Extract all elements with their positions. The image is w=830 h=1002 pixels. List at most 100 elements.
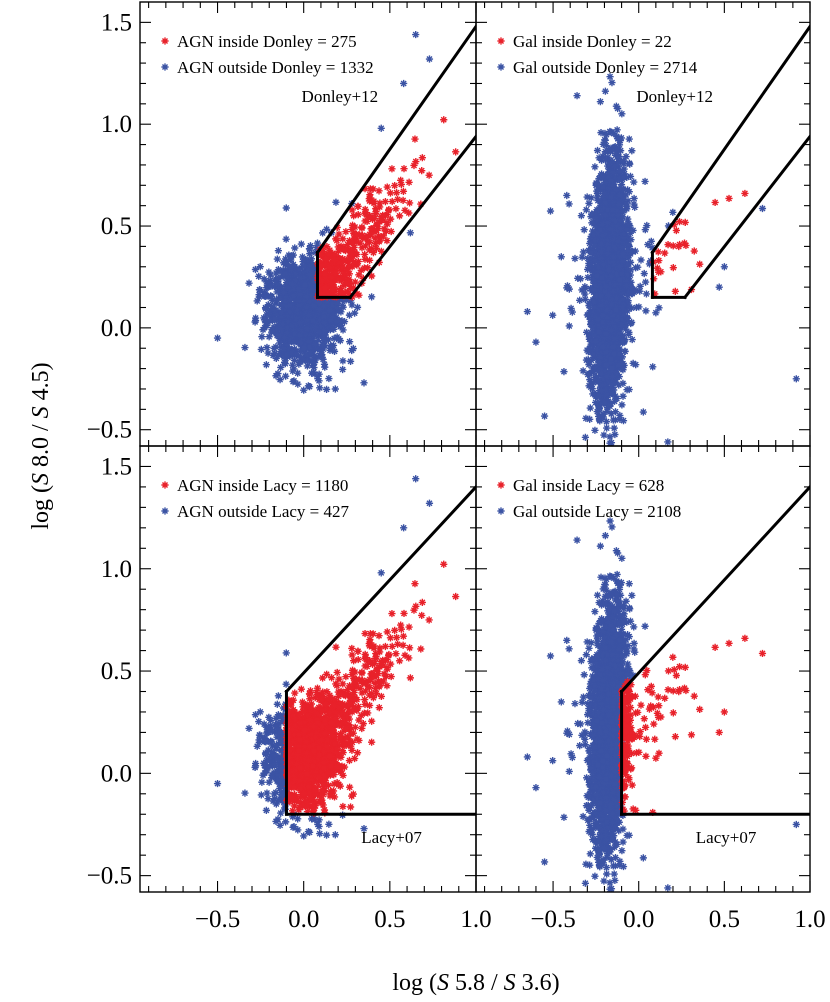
- data-point-outside: [264, 746, 272, 754]
- data-point-outside: [286, 296, 294, 304]
- data-point-outside: [608, 334, 616, 342]
- data-point-inside: [327, 273, 335, 282]
- data-point-outside: [267, 282, 275, 290]
- data-point-outside: [593, 193, 601, 201]
- data-point-outside: [412, 475, 420, 483]
- data-point-outside: [601, 178, 609, 187]
- data-point-outside: [617, 225, 625, 233]
- data-point-inside: [671, 287, 679, 295]
- data-point-outside: [330, 325, 338, 333]
- data-point-outside: [339, 357, 347, 365]
- data-point-outside: [263, 789, 271, 797]
- data-point-outside: [624, 297, 632, 305]
- data-point-inside: [452, 148, 460, 156]
- data-point-outside: [310, 313, 318, 321]
- data-point-outside: [295, 352, 303, 360]
- data-point-inside: [322, 255, 330, 263]
- data-point-outside: [715, 283, 723, 291]
- data-point-outside: [623, 271, 631, 279]
- data-point-inside: [344, 287, 352, 296]
- data-point-inside: [328, 249, 336, 258]
- data-point-inside: [362, 211, 370, 219]
- legend-label: AGN inside Donley = 275: [177, 32, 357, 51]
- data-point-inside: [391, 181, 399, 190]
- data-point-outside: [266, 276, 274, 285]
- data-point-outside: [596, 417, 604, 425]
- data-point-outside: [272, 745, 280, 753]
- data-point-outside: [313, 239, 322, 247]
- data-point-outside: [609, 343, 617, 351]
- data-point-outside: [616, 197, 624, 206]
- data-point-outside: [626, 222, 634, 230]
- data-point-outside: [277, 793, 285, 801]
- data-point-inside: [329, 282, 337, 291]
- data-point-outside: [595, 405, 603, 413]
- data-point-outside: [293, 305, 302, 313]
- data-point-outside: [241, 789, 249, 797]
- data-point-outside: [297, 323, 305, 331]
- data-point-inside: [361, 650, 369, 658]
- data-point-outside: [291, 277, 299, 285]
- data-point-outside: [607, 339, 615, 347]
- data-point-outside: [581, 284, 590, 293]
- data-point-inside: [315, 703, 323, 711]
- data-point-outside: [276, 339, 284, 347]
- data-point-inside: [361, 185, 369, 193]
- data-point-outside: [277, 809, 285, 817]
- data-point-outside: [594, 230, 602, 238]
- data-point-inside: [372, 244, 380, 252]
- data-point-outside: [600, 334, 609, 342]
- data-point-outside: [285, 345, 294, 353]
- data-point-outside: [296, 266, 304, 274]
- data-point-outside: [608, 373, 617, 381]
- data-point-outside: [599, 410, 607, 418]
- data-point-outside: [315, 328, 323, 336]
- data-point-outside: [260, 720, 268, 728]
- data-point-outside: [274, 247, 282, 255]
- region-boundary-line: [650, 24, 810, 255]
- data-point-inside: [291, 689, 299, 697]
- data-point-outside: [581, 433, 589, 441]
- data-point-outside: [610, 253, 618, 261]
- data-point-inside: [313, 690, 322, 699]
- data-point-outside: [590, 318, 598, 326]
- data-point-outside: [622, 240, 630, 249]
- data-point-inside: [344, 685, 352, 694]
- data-point-outside: [273, 733, 281, 741]
- data-point-outside: [616, 280, 624, 288]
- data-point-outside: [590, 285, 598, 293]
- data-point-outside: [325, 820, 333, 828]
- data-point-outside: [596, 269, 604, 277]
- data-point-outside: [347, 297, 355, 305]
- data-point-inside: [333, 682, 341, 690]
- data-point-inside: [425, 616, 433, 624]
- data-point-outside: [592, 398, 600, 407]
- data-point-outside: [610, 211, 618, 220]
- data-point-inside: [388, 165, 396, 173]
- data-point-outside: [616, 350, 624, 358]
- data-point-inside: [353, 250, 361, 259]
- data-point-outside: [647, 237, 655, 245]
- data-point-outside: [328, 301, 337, 309]
- data-point-outside: [610, 323, 618, 331]
- legend-marker-icon: [161, 63, 169, 71]
- data-point-outside: [619, 417, 628, 425]
- data-point-outside: [617, 316, 625, 324]
- data-point-inside: [349, 252, 357, 260]
- data-point-outside: [629, 359, 637, 367]
- data-point-outside: [277, 757, 285, 765]
- data-points: [213, 475, 460, 840]
- data-point-outside: [602, 330, 610, 338]
- data-point-outside: [612, 102, 620, 110]
- data-point-outside: [623, 261, 631, 269]
- data-point-outside: [311, 340, 319, 349]
- data-point-outside: [275, 351, 283, 359]
- data-point-outside: [400, 524, 408, 532]
- data-point-outside: [255, 738, 263, 746]
- data-point-outside: [270, 283, 279, 291]
- data-point-outside: [586, 344, 594, 353]
- data-point-outside: [604, 298, 613, 307]
- data-point-outside: [260, 289, 268, 297]
- data-point-outside: [279, 259, 288, 267]
- data-point-inside: [340, 269, 349, 278]
